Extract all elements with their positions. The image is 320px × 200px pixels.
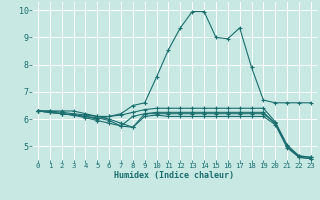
X-axis label: Humidex (Indice chaleur): Humidex (Indice chaleur)	[115, 171, 234, 180]
